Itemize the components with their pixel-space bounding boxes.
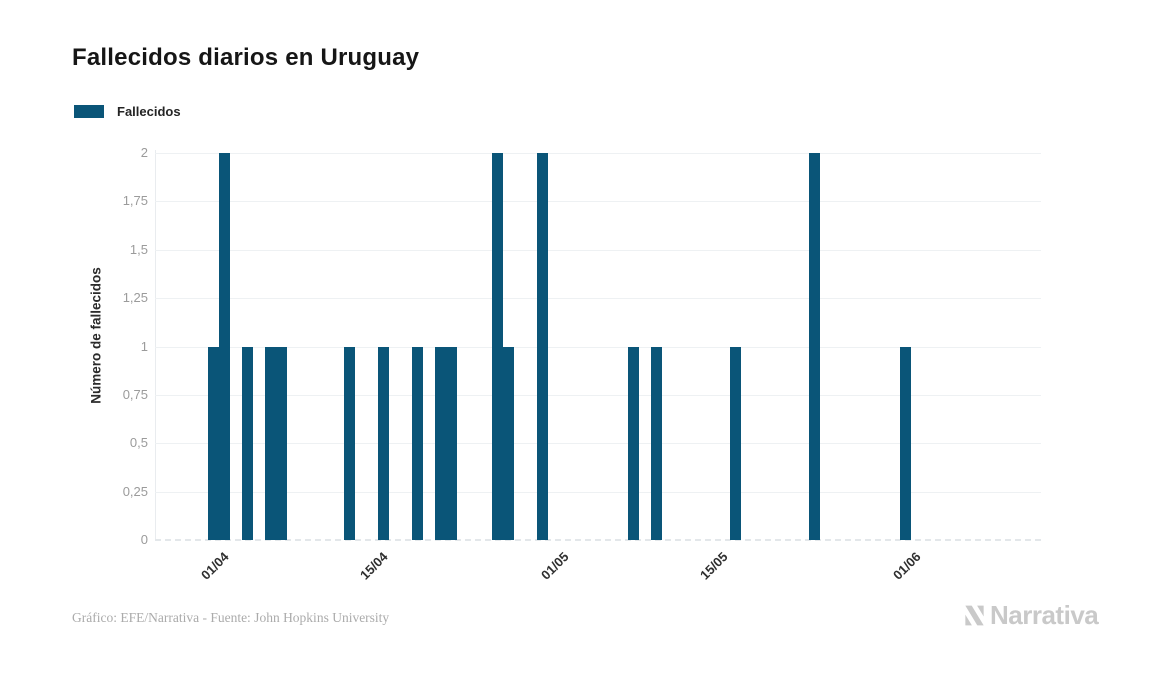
bar [900,346,912,540]
bar [627,346,639,540]
gridline [155,394,1041,396]
bar [650,346,662,540]
brand-lockup: Narrativa [962,600,1099,630]
brand-name: Narrativa [990,600,1099,630]
x-tick-label: 01/05 [538,549,572,583]
zero-axis-line [155,539,1041,541]
bar [219,153,231,540]
bar [446,346,458,540]
legend-item-fallecidos[interactable]: Fallecidos [74,104,181,119]
x-tick-label: 15/04 [356,549,391,583]
y-tick-label: 1,5 [129,241,148,257]
bar [502,346,514,540]
y-tick-label: 0,75 [122,386,148,402]
y-tick-label: 0 [140,532,148,547]
gridline [155,153,1041,154]
bar [264,346,276,540]
gridline [155,201,1041,203]
y-tick-label: 0,25 [122,483,148,499]
page-title: Fallecidos diarios en Uruguay [72,44,420,71]
gridline [155,249,1041,251]
x-tick-label: 01/04 [197,549,232,583]
legend-swatch [74,105,104,118]
x-tick-label: 15/05 [696,549,731,583]
bar [344,346,355,540]
bar [412,346,424,540]
legend-label: Fallecidos [117,104,181,119]
gridline [155,346,1041,348]
source-credit: Gráfico: EFE/Narrativa - Fuente: John Ho… [72,610,390,625]
narrativa-logo-icon [962,603,987,628]
bar [207,346,219,540]
bar [241,346,253,540]
bar [378,346,390,540]
bar [809,153,821,540]
y-tick-label: 1,25 [122,290,148,306]
x-tick-label: 01/06 [889,549,924,583]
gridline [155,298,1041,300]
y-tick-label: 1 [140,338,148,354]
bar [537,153,548,540]
bar [275,346,287,540]
gridline [155,491,1041,493]
y-tick-label: 0,5 [129,435,148,451]
y-tick-label: 1,75 [122,193,148,209]
bar [434,346,446,540]
bar [491,153,503,540]
bar [729,346,741,540]
y-axis-line [155,150,156,540]
y-tick-label: 2 [140,145,148,160]
gridline [155,443,1041,445]
